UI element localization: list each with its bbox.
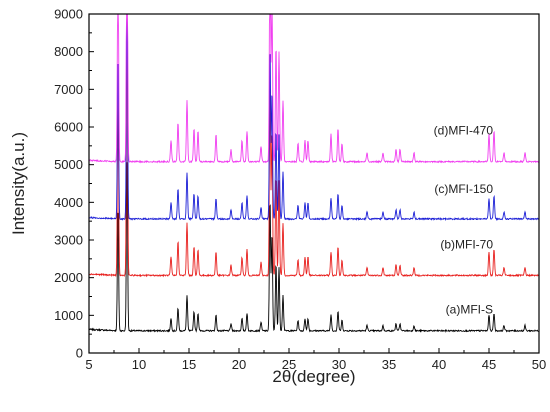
series-label-2: (c)MFI-150 — [434, 182, 493, 196]
x-tick-label: 40 — [432, 357, 446, 372]
series-layer — [88, 13, 540, 333]
x-tick-label: 20 — [232, 357, 246, 372]
y-tick-label: 0 — [76, 346, 83, 361]
x-tick-label: 15 — [182, 357, 196, 372]
series-label-1: (b)MFI-70 — [440, 237, 493, 251]
x-tick-label: 50 — [532, 357, 546, 372]
series-line-2 — [88, 13, 540, 222]
series-line-3 — [88, 13, 540, 164]
series-label-0: (a)MFI-S — [446, 302, 493, 316]
label-layer: (a)MFI-S (b)MFI-70 (c)MFI-150 (d)MFI-470 — [434, 124, 494, 317]
x-tick-label: 30 — [332, 357, 346, 372]
y-tick-label: 3000 — [54, 233, 83, 248]
series-label-3: (d)MFI-470 — [434, 124, 494, 138]
y-tick-label: 6000 — [54, 120, 83, 135]
series-line-0 — [88, 162, 540, 333]
y-tick-label: 8000 — [54, 44, 83, 59]
x-tick-label: 5 — [85, 357, 92, 372]
x-tick-label: 10 — [132, 357, 146, 372]
x-tick-label: 25 — [282, 357, 296, 372]
x-axis-title: 2θ(degree) — [272, 367, 355, 386]
y-axis-title: Intensity(a.u.) — [9, 132, 28, 235]
y-tick-label: 1000 — [54, 308, 83, 323]
axis-layer: 5 10 15 20 25 30 35 40 45 50 0 1000 2000 3000 4000 5000… — [54, 7, 546, 373]
y-tick-label: 4000 — [54, 195, 83, 210]
series-line-1 — [88, 24, 540, 278]
x-tick-label: 35 — [382, 357, 396, 372]
y-tick-label: 2000 — [54, 270, 83, 285]
y-tick-label: 7000 — [54, 82, 83, 97]
x-tick-label: 45 — [482, 357, 496, 372]
y-tick-label: 5000 — [54, 157, 83, 172]
y-tick-label: 9000 — [54, 7, 83, 22]
